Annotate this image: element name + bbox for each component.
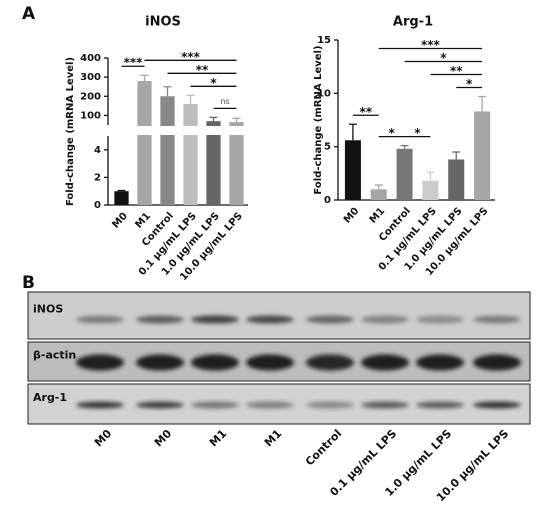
band (416, 354, 464, 371)
band (473, 401, 521, 409)
band (361, 401, 409, 409)
y-tick-label: 400 (80, 53, 101, 64)
blot-row-label: β-actin (33, 349, 76, 362)
axis-break (102, 126, 250, 135)
significance-label: *** (421, 38, 441, 52)
error-bar (478, 95, 487, 112)
bar (229, 122, 244, 205)
band (136, 354, 184, 371)
bar (137, 80, 152, 205)
x-tick-label: M1 (133, 211, 153, 231)
error-bar (232, 117, 241, 123)
band (416, 315, 464, 324)
band (306, 354, 354, 371)
significance-label: *** (181, 50, 201, 64)
significance-label: *** (124, 56, 144, 70)
band (191, 315, 239, 324)
band (246, 401, 294, 409)
blot-bands (76, 315, 521, 324)
y-tick-label: 300 (80, 72, 101, 83)
chart-title: iNOS (145, 15, 181, 30)
panel-label: A (22, 4, 36, 24)
y-tick-label: 200 (80, 91, 101, 102)
y-tick-label: 0 (94, 200, 101, 211)
band (473, 354, 521, 371)
y-tick-label: 10 (317, 88, 331, 99)
band (76, 401, 124, 409)
x-tick-label: M0 (110, 211, 130, 231)
bar (206, 121, 221, 205)
band (361, 354, 409, 371)
band (76, 315, 124, 324)
y-tick-label: 4 (94, 145, 101, 156)
significance-label: * (466, 77, 473, 91)
error-bar (140, 74, 149, 81)
significance-label: ** (196, 63, 209, 77)
error-bar (186, 94, 195, 104)
error-bar (117, 189, 126, 192)
band (473, 315, 521, 324)
y-tick-label: 100 (80, 110, 101, 121)
band (246, 315, 294, 324)
y-tick-label: 2 (94, 172, 101, 183)
error-bar (163, 86, 172, 97)
lane-label: Control (303, 427, 344, 468)
y-tick-label: 0 (324, 195, 331, 206)
band (136, 401, 184, 409)
error-bar (426, 171, 435, 181)
bar (160, 96, 175, 205)
band (306, 315, 354, 324)
blot-bands (76, 401, 521, 409)
bar (114, 191, 129, 205)
error-bar (452, 151, 461, 160)
error-bar (348, 123, 357, 141)
y-axis-label: Fold-change (mRNA Level) (65, 57, 76, 206)
significance-label: * (440, 51, 447, 65)
band (136, 315, 184, 324)
band (416, 401, 464, 409)
significance-label: ** (450, 64, 463, 78)
band (191, 401, 239, 409)
blot-row-label: iNOS (33, 303, 63, 316)
error-bar (374, 184, 383, 190)
bar (344, 140, 361, 200)
error-bar (209, 116, 218, 122)
x-tick-label: M1 (368, 206, 388, 226)
blot-row-label: Arg-1 (33, 391, 67, 404)
lane-label: M0 (152, 427, 175, 450)
band (361, 315, 409, 324)
error-bar (400, 144, 409, 149)
lane-label: M1 (262, 427, 284, 449)
chart-title: Arg-1 (393, 15, 433, 30)
bar (448, 159, 465, 200)
bar (474, 111, 491, 200)
band (246, 354, 294, 371)
significance-label: * (389, 126, 396, 140)
y-tick-label: 15 (317, 35, 331, 46)
y-tick-label: 5 (324, 142, 331, 153)
bar (370, 189, 387, 200)
lane-label: M1 (207, 427, 229, 449)
band (191, 354, 239, 371)
significance-label: ns (220, 97, 229, 106)
x-tick-label: M0 (342, 206, 362, 226)
band (76, 354, 124, 371)
lane-label: M0 (92, 427, 115, 450)
bar (183, 103, 198, 205)
blot-bands (76, 354, 521, 371)
significance-label: * (414, 126, 421, 140)
blot-strip (27, 291, 531, 340)
bar (396, 148, 413, 200)
y-axis-label: Fold-change (mRNA Level) (313, 45, 324, 194)
bar (422, 180, 439, 200)
significance-label: * (210, 76, 217, 90)
band (306, 401, 354, 409)
significance-label: ** (360, 105, 373, 119)
panel-label: B (22, 273, 35, 293)
